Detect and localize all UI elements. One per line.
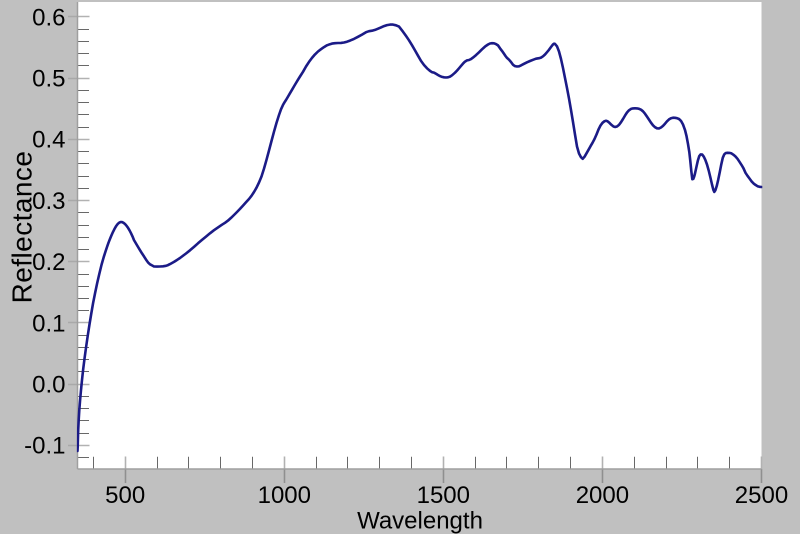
svg-text:-0.1: -0.1	[24, 433, 65, 460]
svg-text:2500: 2500	[735, 482, 788, 509]
svg-text:Reflectance: Reflectance	[7, 151, 38, 304]
svg-text:0.0: 0.0	[32, 372, 65, 399]
svg-text:1000: 1000	[258, 482, 311, 509]
svg-text:0.6: 0.6	[32, 4, 65, 31]
svg-text:0.3: 0.3	[32, 188, 65, 215]
svg-text:2000: 2000	[576, 482, 629, 509]
svg-text:Wavelength: Wavelength	[357, 507, 483, 534]
svg-text:500: 500	[105, 482, 145, 509]
svg-text:0.4: 0.4	[32, 127, 65, 154]
svg-text:0.2: 0.2	[32, 249, 65, 276]
svg-text:0.5: 0.5	[32, 66, 65, 93]
svg-text:1500: 1500	[417, 482, 470, 509]
svg-text:0.1: 0.1	[32, 310, 65, 337]
